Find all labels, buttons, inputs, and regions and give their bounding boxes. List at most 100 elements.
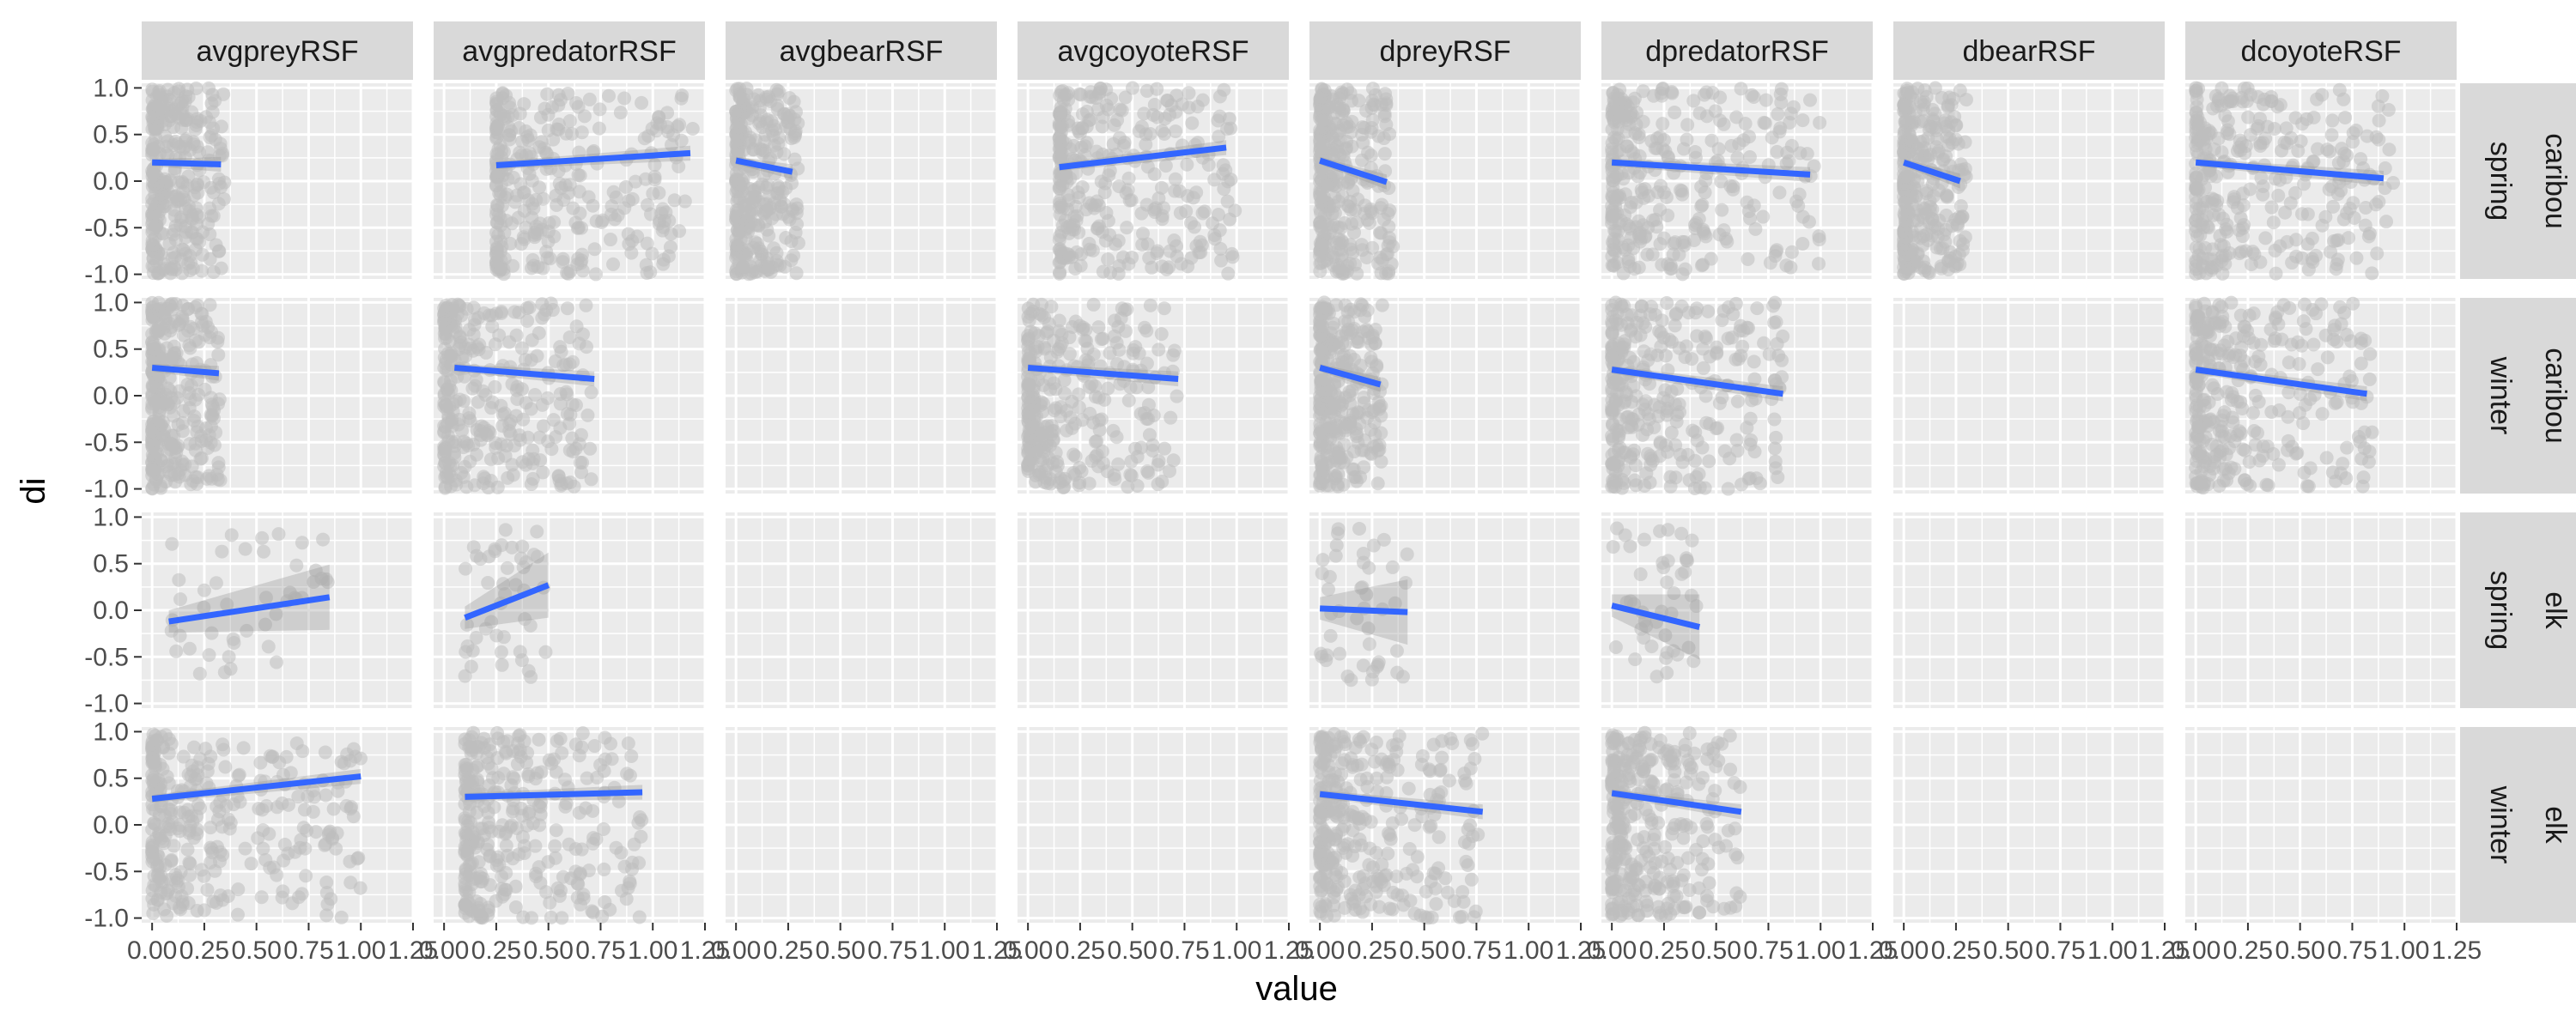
data-point <box>606 185 621 199</box>
data-point <box>2381 102 2396 117</box>
data-point <box>1088 434 1103 449</box>
data-point <box>1735 339 1750 354</box>
data-point <box>1061 86 1076 100</box>
data-point <box>2251 118 2265 133</box>
data-point <box>203 130 217 145</box>
data-point <box>519 124 533 138</box>
data-point <box>770 258 785 272</box>
data-point <box>1618 243 1632 258</box>
data-point <box>665 137 679 152</box>
panel-elk-winter-avgbearRSF <box>726 727 999 923</box>
data-point <box>202 469 216 483</box>
data-point <box>506 468 520 482</box>
data-point <box>1771 106 1785 121</box>
data-point <box>491 228 506 243</box>
data-point <box>1774 82 1789 96</box>
data-point <box>1698 329 1712 343</box>
data-point <box>2258 231 2273 245</box>
data-point <box>179 89 193 104</box>
data-point <box>748 235 762 250</box>
data-point <box>165 262 179 276</box>
data-point <box>185 212 200 227</box>
data-point <box>504 124 519 138</box>
data-point <box>1900 86 1915 100</box>
data-point <box>1715 203 1729 217</box>
data-point <box>571 221 586 235</box>
data-point <box>2359 201 2373 215</box>
data-point <box>1629 118 1643 132</box>
data-point <box>1220 194 1235 209</box>
data-point <box>1741 251 1755 266</box>
data-point <box>216 87 231 101</box>
data-point <box>617 91 632 106</box>
data-point <box>526 471 540 486</box>
data-point <box>1163 107 1177 122</box>
data-point <box>1139 137 1153 152</box>
data-point <box>1772 185 1787 200</box>
data-point <box>157 199 172 214</box>
data-point <box>1726 307 1741 322</box>
data-point <box>1775 353 1789 367</box>
data-point <box>1736 133 1751 148</box>
data-point <box>2330 252 2345 267</box>
data-point <box>1374 454 1388 469</box>
data-point <box>2306 110 2321 124</box>
data-point <box>1607 232 1621 246</box>
data-point <box>1338 298 1352 312</box>
data-point <box>196 225 210 239</box>
data-point <box>556 255 570 270</box>
data-point <box>1182 86 1196 100</box>
data-point <box>729 203 744 218</box>
data-point <box>1060 175 1074 190</box>
data-point <box>1674 299 1689 313</box>
data-point <box>1747 89 1761 104</box>
data-point <box>1672 247 1686 262</box>
data-point <box>1193 234 1207 249</box>
data-point <box>563 264 578 279</box>
data-point <box>184 255 198 270</box>
data-point <box>183 142 197 157</box>
data-point <box>637 131 652 146</box>
data-point <box>1314 196 1328 210</box>
data-point <box>1091 320 1106 335</box>
data-point <box>1702 454 1716 469</box>
data-point <box>179 225 193 239</box>
data-point <box>1351 435 1365 450</box>
data-point <box>613 106 628 120</box>
data-point <box>1155 209 1170 223</box>
data-point <box>588 267 603 282</box>
data-point <box>1147 98 1162 112</box>
data-point <box>1897 195 1911 209</box>
data-point <box>1374 398 1388 413</box>
data-point <box>2197 126 2212 141</box>
data-point <box>1076 320 1091 335</box>
data-point <box>522 146 537 161</box>
data-point <box>1137 406 1151 421</box>
data-point <box>569 96 584 111</box>
data-point <box>2244 257 2258 271</box>
data-point <box>1179 204 1194 219</box>
data-point <box>1914 260 1929 275</box>
data-point <box>1611 442 1625 457</box>
data-point <box>444 304 459 318</box>
panel-data-caribou-spring-avgpredatorRSF <box>489 86 700 282</box>
data-point <box>1068 199 1083 214</box>
data-point <box>516 230 531 245</box>
data-point <box>1759 93 1773 107</box>
data-point <box>1747 198 1761 213</box>
data-point <box>203 251 217 266</box>
data-point <box>1346 462 1361 476</box>
data-point <box>2365 266 2379 281</box>
data-point <box>2336 92 2351 106</box>
data-point <box>733 218 748 233</box>
data-point <box>188 242 203 257</box>
data-point <box>1619 410 1634 425</box>
data-point <box>168 219 183 233</box>
data-point <box>468 312 483 327</box>
data-point <box>2297 177 2312 191</box>
data-point <box>2375 89 2390 104</box>
data-point <box>2310 92 2324 106</box>
data-point <box>1605 457 1619 471</box>
data-point <box>1166 348 1181 362</box>
data-point <box>175 424 190 439</box>
